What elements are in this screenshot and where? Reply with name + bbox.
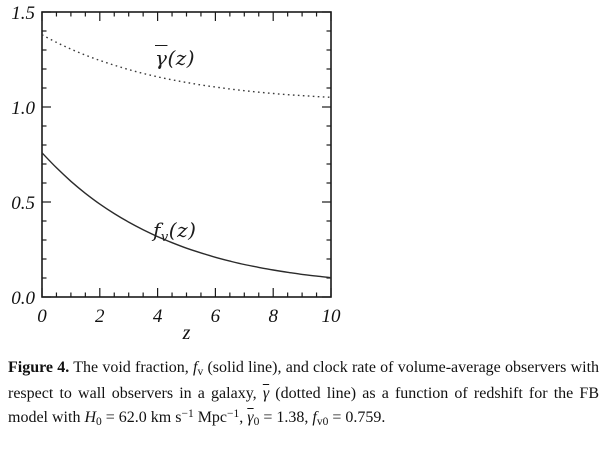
axis-ticks	[41, 11, 332, 298]
caption-segment: 0	[253, 416, 260, 428]
x-tick-label: 2	[95, 306, 105, 327]
caption-segment: (z)	[168, 218, 197, 242]
caption-segment: (z)	[167, 46, 196, 70]
caption-segment: −1	[227, 408, 240, 420]
caption-segment: −1	[181, 408, 194, 420]
caption-segment: = 62.0 km s	[101, 409, 182, 426]
caption-segment: γ	[262, 385, 270, 402]
x-tick-label: 10	[322, 306, 342, 327]
caption-segment: γ	[155, 46, 168, 70]
caption-segment: v	[160, 230, 169, 245]
caption-segment: v0	[316, 416, 329, 428]
x-axis-label: z	[182, 322, 191, 344]
caption-segment: Figure 4.	[8, 359, 70, 376]
y-tick-label: 1.0	[11, 98, 35, 119]
y-tick-label: 0.5	[11, 193, 35, 214]
x-tick-label: 8	[268, 306, 278, 327]
curve-label-void-fraction: fv(z)	[153, 218, 196, 245]
curve-gamma-bar	[41, 34, 332, 98]
caption-segment: γ	[247, 409, 254, 426]
caption-segment: ,	[239, 409, 248, 426]
x-tick-label: 6	[211, 306, 221, 327]
caption-segment: Mpc	[193, 409, 228, 426]
caption-segment: = 0.759.	[328, 409, 386, 426]
x-tick-label: 4	[153, 306, 163, 327]
caption-segment: The void fraction,	[69, 359, 194, 376]
caption-segment: f	[193, 359, 198, 376]
caption-segment: f	[153, 218, 161, 242]
figure-caption: Figure 4. The void fraction, fv (solid l…	[8, 357, 599, 433]
x-tick-label: 0	[37, 306, 47, 327]
chart-canvas: 0 2 4 6 8 10 0.0 0.5 1.0 1.5 z	[11, 3, 341, 344]
figure-plot-area: 0 2 4 6 8 10 0.0 0.5 1.0 1.5 z γ(z) fv(z)	[11, 3, 341, 344]
caption-segment: H	[84, 409, 96, 426]
caption-segment: (solid line), and clock rate of volume-a…	[8, 359, 600, 402]
caption-segment: f	[312, 409, 317, 426]
caption-segment: 0	[96, 416, 102, 428]
caption-segment: (dotted line) as a function of redshift …	[8, 385, 600, 426]
caption-segment: = 1.38,	[259, 409, 313, 426]
tick-labels: 0 2 4 6 8 10 0.0 0.5 1.0 1.5 z	[11, 3, 341, 344]
curve-label-gamma-bar: γ(z)	[155, 46, 195, 70]
curve-void-fraction	[41, 152, 332, 279]
y-tick-label: 1.5	[11, 3, 35, 24]
caption-segment: v	[197, 366, 204, 378]
y-tick-label: 0.0	[11, 288, 35, 309]
